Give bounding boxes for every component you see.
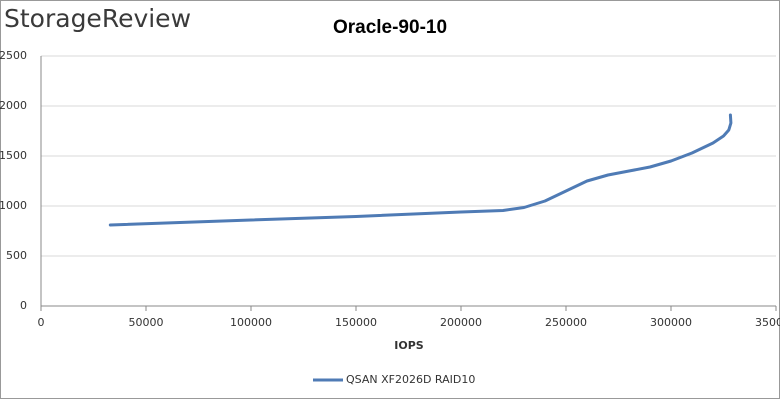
x-tick-label: 250000 — [545, 316, 587, 329]
x-tick-label: 150000 — [335, 316, 377, 329]
x-tick-label: 350000 — [755, 316, 780, 329]
x-axis-title: IOPS — [394, 339, 424, 352]
series-line — [108, 113, 733, 227]
y-tick-label: 1500 — [0, 149, 27, 162]
x-tick-label: 100000 — [230, 316, 272, 329]
y-tick-label: 2000 — [0, 99, 27, 112]
x-tick-label: 200000 — [440, 316, 482, 329]
x-tick-label: 300000 — [650, 316, 692, 329]
chart-title: Oracle-90-10 — [333, 17, 447, 38]
y-tick-label: 500 — [6, 249, 27, 262]
y-tick-label: 1000 — [0, 199, 27, 212]
y-tick-label: 0 — [20, 299, 27, 312]
legend-label: QSAN XF2026D RAID10 — [346, 373, 475, 386]
x-tick-label: 0 — [38, 316, 45, 329]
x-tick-label: 50000 — [129, 316, 164, 329]
y-tick-label: 2500 — [0, 49, 27, 62]
logo: StorageReview — [4, 4, 191, 33]
